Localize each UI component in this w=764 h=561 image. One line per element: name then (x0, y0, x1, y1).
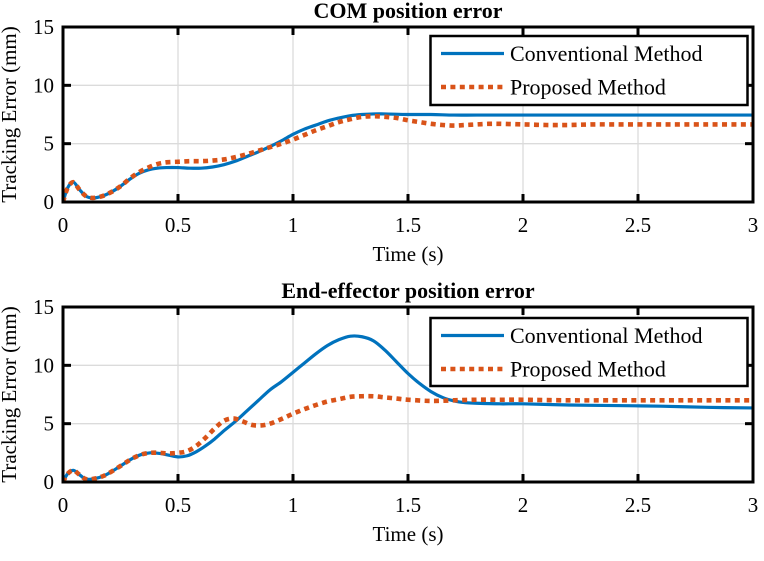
x-tick-label: 1.5 (395, 213, 421, 237)
x-tick-label: 2 (518, 493, 529, 517)
plot-border (61, 305, 755, 484)
end-effector-position-error-panel: 0 0.5 1 1.5 2 2.5 3 0 5 10 15 End-effector position… (0, 278, 764, 556)
x-tick-label: 2.5 (625, 493, 651, 517)
legend-label: Conventional Method (510, 41, 702, 66)
x-axis-label: Time (s) (373, 242, 444, 266)
y-tick-label: 5 (44, 132, 55, 156)
legend-label: Proposed Method (510, 357, 666, 382)
legend-box (429, 34, 749, 107)
y-tick-label: 15 (33, 295, 54, 319)
com-position-error-panel: 0 0.5 1 1.5 2 2.5 3 0 5 10 15 COM position error Tim… (0, 0, 764, 278)
y-tick-label: 0 (44, 190, 55, 214)
plot-border (61, 25, 755, 204)
x-tick-label: 1 (288, 213, 299, 237)
y-axis-label: Tracking Error (mm) (0, 306, 21, 483)
series-line-proposed (62, 393, 753, 483)
series-line-proposed (62, 113, 753, 203)
x-tick-label: 3 (748, 493, 759, 517)
y-tick-label: 0 (44, 470, 55, 494)
x-tick-label: 2 (518, 213, 529, 237)
x-tick-label: 1.5 (395, 493, 421, 517)
y-tick-label: 15 (33, 15, 54, 39)
x-tick-label: 2.5 (625, 213, 651, 237)
legend-box (429, 316, 749, 388)
x-tick-label: 0 (58, 213, 69, 237)
y-axis-label: Tracking Error (mm) (0, 26, 21, 203)
x-tick-label: 0 (58, 493, 69, 517)
chart-title: End-effector position error (281, 278, 535, 303)
legend-label: Proposed Method (510, 75, 666, 100)
x-tick-label: 0.5 (165, 493, 191, 517)
com-position-error-chart: 0 0.5 1 1.5 2 2.5 3 0 5 10 15 COM position error Tim… (0, 0, 759, 266)
x-tick-label: 0.5 (165, 213, 191, 237)
x-tick-label: 1 (288, 493, 299, 517)
series-line-conventional (62, 334, 754, 483)
y-tick-label: 10 (33, 73, 54, 97)
y-tick-label: 5 (44, 412, 55, 436)
chart-title: COM position error (313, 0, 502, 23)
x-axis-label: Time (s) (373, 522, 444, 546)
end-effector-position-error-chart: 0 0.5 1 1.5 2 2.5 3 0 5 10 15 End-effector position… (0, 278, 759, 546)
legend-label: Conventional Method (510, 323, 702, 348)
x-tick-label: 3 (748, 213, 759, 237)
y-tick-label: 10 (33, 353, 54, 377)
